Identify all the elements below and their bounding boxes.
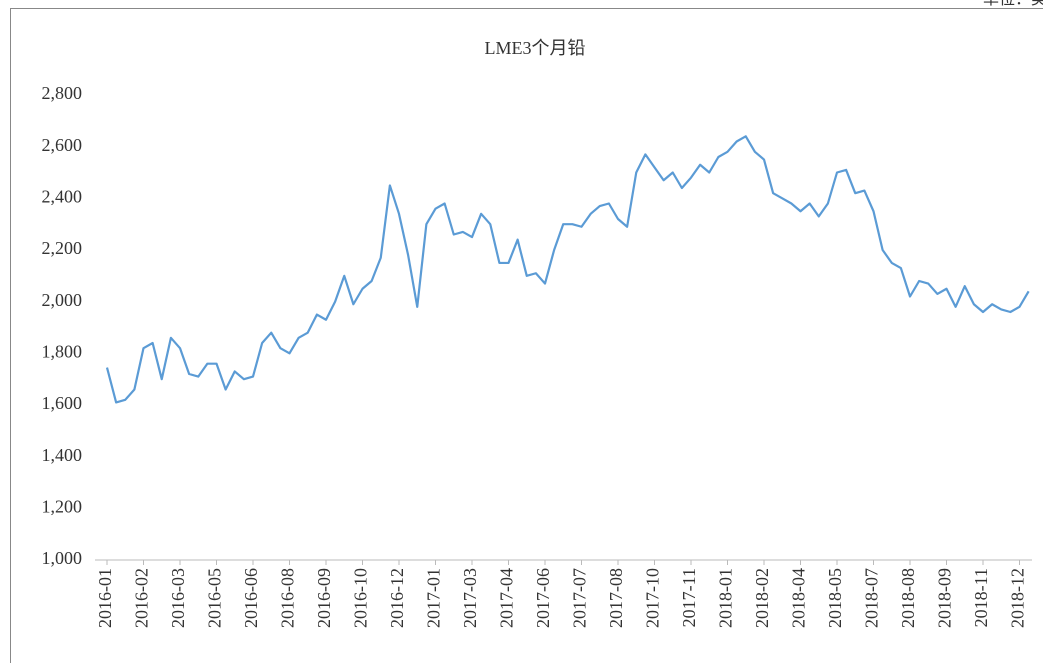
y-tick-label: 1,600 (42, 393, 83, 413)
x-tick-label: 2017-07 (570, 568, 590, 628)
series-line (107, 136, 1029, 402)
x-tick-label: 2018-08 (898, 568, 918, 628)
y-tick-label: 1,000 (42, 548, 83, 568)
x-tick-label: 2016-12 (387, 568, 407, 628)
x-tick-label: 2016-05 (205, 568, 225, 628)
x-tick-label: 2018-01 (716, 568, 736, 628)
x-tick-label: 2017-03 (460, 568, 480, 628)
y-tick-label: 2,400 (42, 186, 83, 206)
chart-title: LME3个月铅 (485, 38, 586, 58)
x-tick-label: 2018-02 (752, 568, 772, 628)
x-tick-label: 2016-10 (351, 568, 371, 628)
x-tick-label: 2016-06 (241, 568, 261, 628)
x-tick-label: 2018-11 (971, 568, 991, 627)
y-tick-label: 1,800 (42, 341, 83, 361)
x-tick-label: 2016-01 (95, 568, 115, 628)
x-tick-label: 2016-03 (168, 568, 188, 628)
x-tick-label: 2017-10 (643, 568, 663, 628)
x-tick-label: 2018-05 (825, 568, 845, 628)
x-tick-label: 2016-08 (278, 568, 298, 628)
y-tick-label: 1,200 (42, 496, 83, 516)
x-tick-label: 2017-06 (533, 568, 553, 628)
x-tick-label: 2016-09 (314, 568, 334, 628)
x-tick-label: 2018-07 (862, 568, 882, 628)
x-tick-label: 2016-02 (132, 568, 152, 628)
x-tick-label: 2017-04 (497, 568, 517, 628)
y-tick-label: 2,800 (42, 83, 83, 103)
y-tick-label: 2,200 (42, 238, 83, 258)
x-tick-label: 2018-04 (789, 568, 809, 628)
unit-label: 单位：美元/吨 (983, 0, 1043, 8)
x-tick-label: 2017-08 (606, 568, 626, 628)
y-tick-label: 2,000 (42, 290, 83, 310)
x-tick-label: 2017-01 (424, 568, 444, 628)
y-tick-label: 2,600 (42, 135, 83, 155)
x-tick-label: 2018-09 (935, 568, 955, 628)
frame (11, 9, 1043, 664)
x-tick-label: 2018-12 (1008, 568, 1028, 628)
y-tick-label: 1,400 (42, 445, 83, 465)
x-tick-label: 2017-11 (679, 568, 699, 627)
